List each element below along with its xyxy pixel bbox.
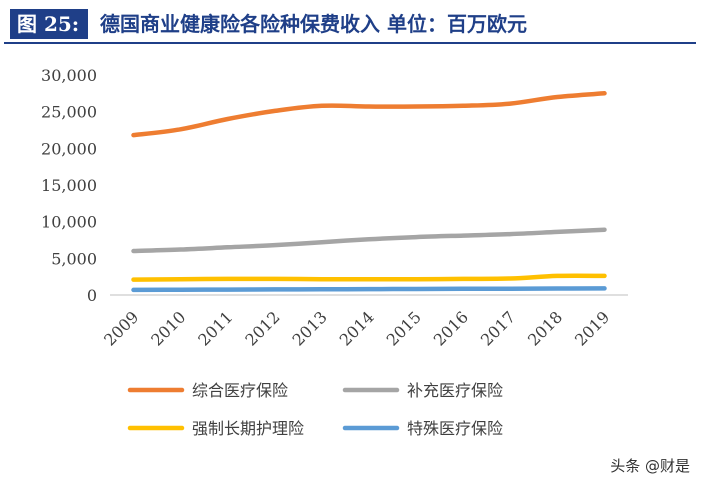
x-tick-label: 2019 (571, 307, 613, 349)
watermark: 头条 @财是 (610, 457, 690, 475)
y-tick-label: 25,000 (41, 103, 97, 122)
x-tick-label: 2015 (383, 307, 425, 349)
x-tick-label: 2009 (100, 307, 142, 349)
series-line-3 (131, 273, 607, 282)
page-title: 德国商业健康险各险种保费收入 单位：百万欧元 (100, 12, 527, 36)
figure-header: 图 25: 德国商业健康险各险种保费收入 单位：百万欧元 (4, 4, 696, 44)
legend-label: 综合医疗保险 (192, 381, 288, 400)
series-line-1 (131, 91, 607, 138)
y-tick-label: 0 (87, 286, 97, 305)
x-tick-label: 2012 (241, 307, 283, 349)
legend-label: 强制长期护理险 (192, 419, 304, 438)
x-tick-label: 2011 (194, 307, 236, 349)
x-tick-label: 2017 (477, 307, 519, 349)
series-line-2 (131, 227, 607, 254)
x-tick-label: 2010 (147, 307, 189, 349)
figure-label: 图 25: (10, 9, 89, 39)
legend-label: 特殊医疗保险 (407, 419, 503, 438)
y-tick-label: 30,000 (41, 66, 97, 85)
x-tick-label: 2013 (289, 307, 331, 349)
y-tick-label: 15,000 (41, 176, 97, 195)
chart-axes: 0 5,000 10,000 15,000 20,000 25,000 30,000 2009… (41, 66, 628, 350)
chart-series (131, 91, 607, 293)
legend-label: 补充医疗保险 (407, 381, 503, 400)
y-tick-label: 5,000 (51, 249, 97, 268)
y-tick-label: 10,000 (41, 213, 97, 232)
x-tick-label: 2016 (430, 307, 472, 349)
x-tick-label: 2014 (336, 307, 378, 349)
x-tick-label: 2018 (524, 307, 566, 349)
y-tick-label: 20,000 (41, 139, 97, 158)
series-line-4 (131, 286, 607, 293)
